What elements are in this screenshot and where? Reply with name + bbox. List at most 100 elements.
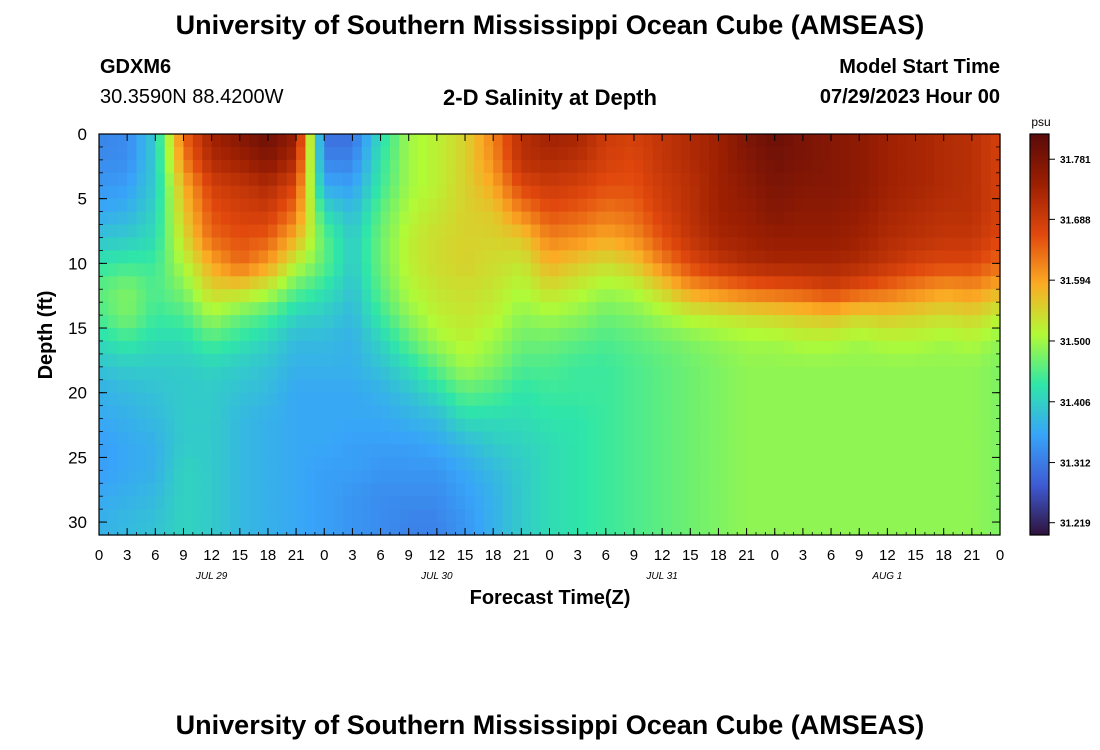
heatmap-cell — [399, 496, 410, 510]
heatmap-cell — [605, 237, 616, 252]
heatmap-cell — [221, 444, 231, 458]
heatmap-cell — [239, 405, 250, 420]
heatmap-cell — [924, 237, 935, 252]
heatmap-cell — [511, 250, 522, 264]
heatmap-cell — [971, 444, 982, 458]
heatmap-cell — [380, 379, 391, 394]
heatmap-cell — [643, 263, 654, 277]
heatmap-cell — [380, 431, 391, 446]
heatmap-cell — [483, 457, 494, 471]
heatmap-cell — [943, 328, 954, 342]
heatmap-cell — [352, 392, 363, 407]
heatmap-cell — [474, 289, 485, 303]
heatmap-cell — [596, 418, 607, 433]
heatmap-cell — [249, 431, 260, 446]
heatmap-cell — [389, 250, 400, 264]
heatmap-cell — [849, 172, 860, 187]
heatmap-cell — [859, 276, 870, 290]
heatmap-cell — [652, 483, 663, 497]
heatmap-cell — [427, 146, 438, 161]
heatmap-cell — [577, 496, 588, 510]
heatmap-cell — [896, 185, 907, 200]
heatmap-cell — [155, 146, 166, 161]
heatmap-cell — [296, 172, 307, 187]
heatmap-cell — [868, 353, 879, 368]
heatmap-cell — [549, 496, 560, 510]
heatmap-cell — [239, 172, 250, 187]
heatmap-cell — [352, 470, 363, 484]
heatmap-cell — [737, 470, 748, 484]
heatmap-cell — [389, 431, 400, 446]
heatmap-cell — [343, 340, 354, 355]
heatmap-cell — [709, 340, 720, 355]
heatmap-cell — [793, 289, 804, 303]
heatmap-cell — [230, 315, 241, 329]
heatmap-cell — [408, 405, 419, 420]
heatmap-cell — [446, 276, 457, 290]
heatmap-cell — [605, 353, 616, 368]
heatmap-cell — [530, 457, 541, 471]
heatmap-cell — [136, 263, 147, 277]
heatmap-cell — [511, 379, 522, 394]
heatmap-cell — [840, 263, 851, 277]
heatmap-cell — [333, 185, 344, 200]
heatmap-cell — [690, 418, 701, 433]
heatmap-cell — [577, 483, 588, 497]
heatmap-cell — [887, 211, 898, 226]
heatmap-cell — [784, 224, 795, 239]
heatmap-cell — [511, 483, 522, 497]
heatmap-cell — [887, 159, 898, 174]
heatmap-cell — [699, 250, 710, 264]
heatmap-cell — [324, 457, 335, 471]
day-label: AUG 1 — [871, 571, 902, 582]
heatmap-cell — [737, 522, 748, 536]
heatmap-cell — [230, 509, 241, 523]
heatmap-cell — [849, 340, 860, 355]
heatmap-cell — [483, 263, 494, 277]
heatmap-cell — [849, 418, 860, 433]
heatmap-cell — [314, 159, 325, 174]
heatmap-cell — [662, 405, 673, 420]
heatmap-cell — [887, 522, 898, 536]
heatmap-cell — [446, 392, 457, 407]
heatmap-cell — [258, 289, 269, 303]
heatmap-cell — [624, 134, 635, 148]
heatmap-cell — [540, 522, 551, 536]
heatmap-cell — [511, 522, 522, 536]
heatmap-cell — [465, 172, 476, 187]
heatmap-cell — [389, 379, 400, 394]
heatmap-cell — [633, 444, 644, 458]
heatmap-cell — [624, 172, 635, 187]
heatmap-cell — [108, 366, 119, 381]
heatmap-cell — [765, 457, 776, 471]
heatmap-cell — [962, 418, 973, 433]
heatmap-cell — [493, 522, 504, 536]
heatmap-cell — [643, 457, 654, 471]
heatmap-cell — [615, 250, 626, 264]
heatmap-cell — [896, 483, 907, 497]
heatmap-cell — [474, 263, 485, 277]
heatmap-cell — [333, 276, 344, 290]
heatmap-cell — [286, 457, 297, 471]
heatmap-cell — [258, 250, 269, 264]
heatmap-cell — [361, 405, 372, 420]
heatmap-cell — [211, 237, 222, 252]
heatmap-cell — [314, 470, 325, 484]
heatmap-cell — [915, 353, 926, 368]
heatmap-cell — [521, 457, 532, 471]
heatmap-cell — [784, 470, 795, 484]
heatmap-cell — [408, 431, 419, 446]
heatmap-cell — [802, 276, 813, 290]
heatmap-cell — [465, 185, 476, 200]
heatmap-cell — [436, 379, 447, 394]
heatmap-cell — [774, 392, 785, 407]
heatmap-cell — [521, 405, 532, 420]
heatmap-cell — [502, 224, 513, 239]
heatmap-cell — [164, 353, 175, 368]
heatmap-cell — [202, 315, 213, 329]
heatmap-cell — [971, 366, 982, 381]
page-title: University of Southern Mississippi Ocean… — [175, 10, 925, 40]
heatmap-cell — [465, 211, 476, 226]
heatmap-cell — [408, 509, 419, 523]
heatmap-cell — [868, 159, 879, 174]
